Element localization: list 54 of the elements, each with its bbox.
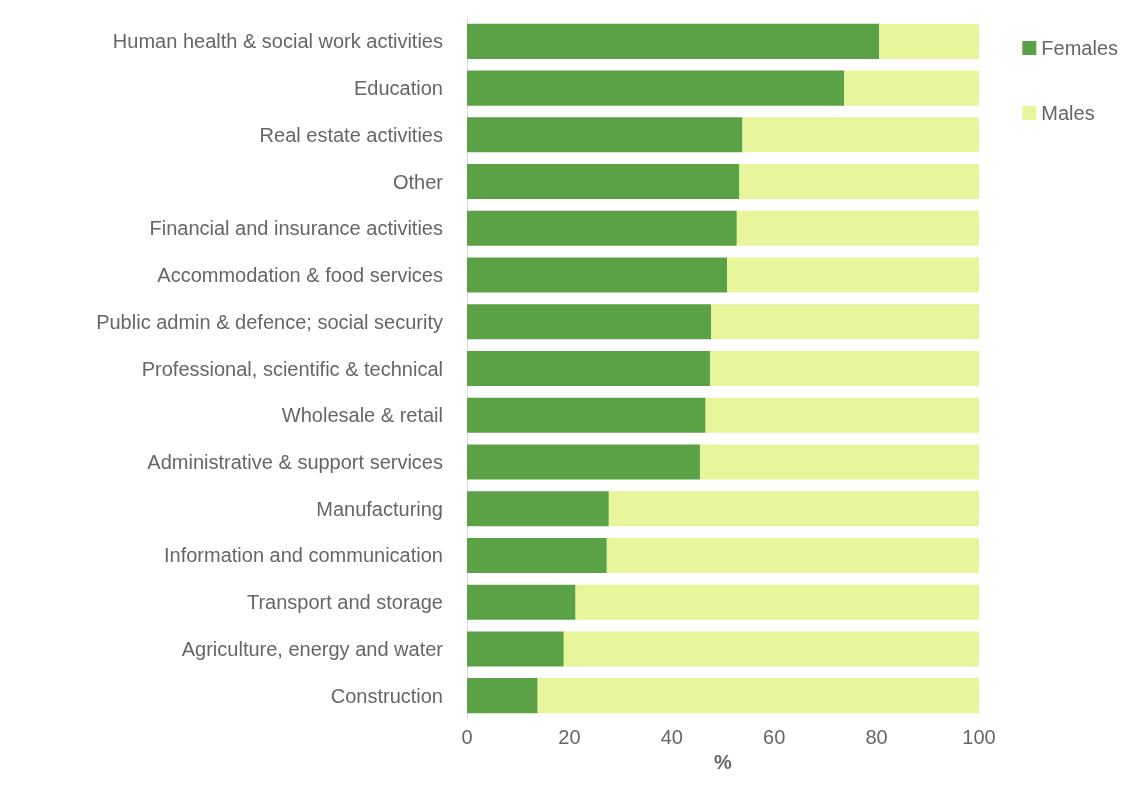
bar	[736, 210, 979, 246]
x-tick-label: 0	[461, 726, 473, 748]
y-tick-label: Financial and insurance activities	[149, 217, 443, 240]
bar	[606, 537, 979, 573]
legend-label: Males	[1041, 102, 1095, 124]
legend-label: Females	[1041, 37, 1119, 59]
bar	[467, 537, 607, 573]
y-tick-label: Education	[354, 77, 443, 100]
bar	[467, 397, 706, 433]
bar	[575, 584, 979, 620]
bar	[467, 678, 538, 714]
bar	[742, 117, 979, 153]
x-tick-label: 100	[962, 726, 996, 748]
bar	[467, 117, 743, 153]
bar	[563, 631, 979, 667]
y-tick-label: Accommodation & food services	[157, 264, 443, 287]
y-tick-label: Other	[392, 170, 444, 193]
x-tick-label: 60	[763, 726, 786, 748]
x-tick-label: 80	[865, 726, 888, 748]
bar	[844, 70, 979, 106]
bar	[537, 678, 979, 714]
bar	[467, 491, 609, 527]
bar	[467, 210, 737, 246]
y-tick-label: Administrative & support services	[147, 450, 443, 473]
bar	[467, 584, 576, 620]
bar	[467, 70, 845, 106]
bar	[705, 397, 979, 433]
x-tick-label: 40	[660, 726, 683, 748]
bar	[467, 350, 711, 387]
y-tick-label: Wholesale & retail	[281, 404, 443, 427]
bar	[467, 23, 880, 59]
bar	[467, 631, 564, 667]
x-axis-title: %	[714, 750, 733, 773]
y-tick-label: Agriculture, energy and water	[181, 637, 444, 660]
bar	[467, 444, 700, 480]
y-tick-label: Transport and storage	[246, 591, 443, 614]
y-tick-label: Human health & social work activities	[112, 30, 443, 53]
bar	[710, 350, 979, 387]
bar	[727, 257, 979, 293]
y-tick-label: Real estate activities	[259, 123, 443, 146]
x-tick-label: 20	[558, 726, 581, 748]
y-tick-label: Construction	[330, 684, 443, 707]
bar	[711, 304, 979, 340]
bar	[608, 491, 979, 527]
bar	[699, 444, 979, 480]
bar	[739, 164, 979, 200]
bar	[879, 23, 979, 59]
y-tick-label: Information and communication	[163, 544, 443, 567]
bar	[467, 164, 740, 200]
y-tick-label: Manufacturing	[316, 497, 443, 520]
y-tick-label: Public admin & defence; social security	[96, 310, 443, 333]
bar	[467, 257, 728, 293]
y-tick-label: Professional, scientific & technical	[141, 357, 443, 380]
bar	[467, 304, 712, 340]
